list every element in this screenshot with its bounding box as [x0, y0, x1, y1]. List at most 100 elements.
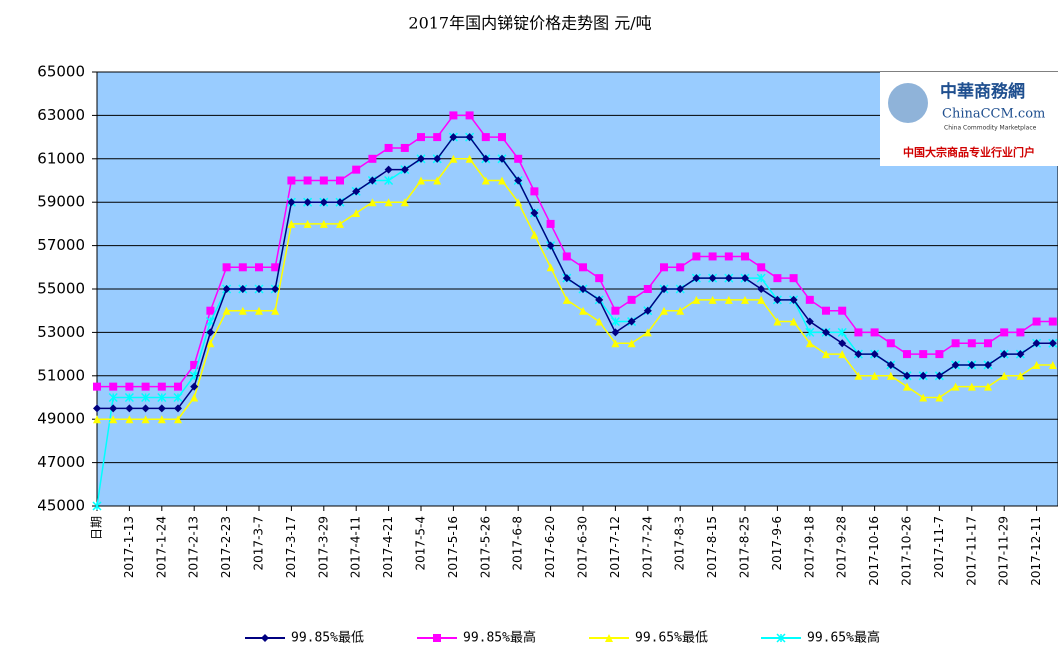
marker [724, 274, 733, 283]
marker [854, 350, 863, 359]
marker [384, 198, 393, 207]
marker [967, 382, 976, 391]
marker [93, 415, 101, 424]
marker [660, 285, 668, 293]
marker [238, 263, 247, 272]
marker [676, 263, 685, 272]
marker [870, 371, 879, 380]
marker [141, 392, 151, 403]
x-tick-label: 2017-8-3 [673, 516, 687, 570]
marker [776, 633, 786, 643]
marker [643, 328, 652, 337]
marker [319, 219, 328, 228]
marker [449, 133, 458, 142]
marker [368, 176, 377, 185]
marker [837, 327, 847, 337]
x-tick-label: 2017-8-25 [738, 516, 752, 578]
y-tick-label: 53000 [37, 323, 85, 341]
marker [400, 165, 409, 174]
marker [173, 392, 183, 403]
marker [935, 371, 944, 380]
marker [822, 306, 830, 315]
x-tick-label: 2017-4-11 [349, 516, 363, 578]
x-tick-label: 2017-5-4 [414, 516, 428, 570]
marker [822, 328, 830, 337]
marker [1000, 371, 1009, 380]
marker [967, 360, 976, 369]
marker [935, 350, 944, 359]
marker [287, 176, 296, 185]
marker [238, 285, 247, 293]
marker [741, 295, 749, 304]
marker [368, 198, 377, 207]
marker [951, 382, 960, 391]
marker [805, 295, 814, 304]
y-tick-label: 47000 [37, 453, 85, 471]
legend-label: 99.65%最低 [635, 631, 708, 646]
x-tick-label: 2017-4-21 [381, 516, 395, 578]
chart-title: 2017年国内锑锭价格走势图 元/吨 [408, 14, 651, 33]
marker [417, 154, 425, 163]
marker [838, 339, 847, 348]
marker [141, 404, 150, 413]
marker [433, 634, 441, 642]
marker [352, 209, 361, 218]
x-tick-label: 2017-3-29 [316, 516, 330, 578]
marker [433, 154, 442, 163]
marker [271, 306, 280, 315]
x-tick-label: 2017-10-26 [900, 516, 914, 586]
y-tick-label: 59000 [37, 193, 85, 211]
marker [206, 306, 215, 315]
marker [984, 382, 992, 391]
marker [206, 328, 215, 337]
marker [546, 219, 555, 228]
marker [886, 371, 895, 380]
marker [838, 350, 847, 359]
marker [822, 350, 830, 359]
marker [530, 209, 539, 218]
marker [190, 393, 199, 402]
marker [595, 317, 604, 326]
marker [174, 382, 182, 391]
marker [530, 187, 539, 196]
marker [676, 306, 685, 315]
marker [157, 404, 166, 413]
marker [870, 328, 879, 337]
marker [660, 306, 668, 315]
marker [222, 306, 231, 315]
marker [319, 198, 328, 207]
marker [546, 241, 555, 250]
x-tick-label: 2017-6-30 [576, 516, 590, 578]
marker [174, 415, 182, 424]
marker [498, 154, 506, 163]
marker [514, 176, 523, 185]
marker [1032, 339, 1041, 348]
marker [481, 154, 490, 163]
y-tick-label: 65000 [37, 63, 85, 81]
marker [255, 263, 263, 272]
marker [546, 263, 555, 272]
logo-tagline: China Commodity Marketplace [944, 125, 1037, 132]
marker [400, 143, 409, 152]
marker [93, 404, 101, 413]
marker [125, 415, 134, 424]
marker [108, 392, 118, 403]
marker [109, 382, 118, 391]
marker [757, 263, 766, 272]
marker [336, 198, 344, 207]
marker [789, 317, 798, 326]
marker [627, 295, 636, 304]
marker [109, 404, 118, 413]
marker [190, 360, 199, 369]
marker [692, 295, 701, 304]
marker [627, 317, 636, 326]
marker [141, 415, 150, 424]
legend-label: 99.65%最高 [807, 630, 880, 646]
marker [1048, 317, 1057, 326]
marker [854, 371, 863, 380]
marker [579, 285, 587, 293]
marker [255, 285, 263, 293]
marker [886, 339, 895, 348]
logo-globe [888, 83, 928, 123]
marker [319, 176, 328, 185]
